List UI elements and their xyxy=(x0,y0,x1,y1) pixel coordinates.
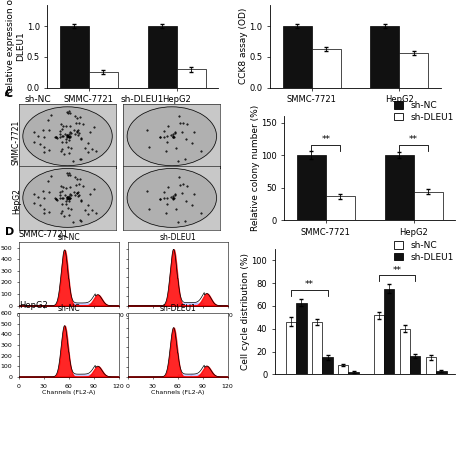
Circle shape xyxy=(127,107,217,166)
Bar xyxy=(297,155,326,220)
X-axis label: Channels (FL2-A): Channels (FL2-A) xyxy=(151,319,204,324)
Text: sh-NC: sh-NC xyxy=(25,95,51,104)
Bar xyxy=(338,365,348,374)
Bar xyxy=(414,192,443,220)
Text: **: ** xyxy=(305,281,314,290)
Title: sh-NC: sh-NC xyxy=(57,304,80,313)
Title: sh-DLEU1: sh-DLEU1 xyxy=(159,304,196,313)
Bar xyxy=(384,289,394,374)
Bar xyxy=(374,315,384,374)
Bar xyxy=(311,49,340,88)
Text: **: ** xyxy=(392,265,401,274)
Text: sh-DLEU1: sh-DLEU1 xyxy=(120,95,164,104)
Bar xyxy=(312,322,322,374)
Bar xyxy=(400,329,410,374)
X-axis label: Channels (FL2-A): Channels (FL2-A) xyxy=(151,390,204,395)
Title: sh-NC: sh-NC xyxy=(57,233,80,242)
Bar xyxy=(371,26,400,88)
Text: SMMC-7721: SMMC-7721 xyxy=(19,230,69,239)
Bar xyxy=(322,357,333,374)
Bar xyxy=(296,302,307,374)
Y-axis label: Cell cycle distribution (%): Cell cycle distribution (%) xyxy=(241,253,250,370)
Bar xyxy=(60,26,89,88)
Text: D: D xyxy=(5,227,14,237)
Title: sh-DLEU1: sh-DLEU1 xyxy=(159,233,196,242)
Bar xyxy=(326,196,355,220)
Text: SMMC-7721: SMMC-7721 xyxy=(12,119,21,165)
Bar xyxy=(283,26,311,88)
Text: HepG2: HepG2 xyxy=(12,189,21,214)
Y-axis label: Relative expression of
DLEU1: Relative expression of DLEU1 xyxy=(6,0,25,96)
Bar xyxy=(148,26,177,88)
Circle shape xyxy=(23,107,112,166)
Y-axis label: CCK8 assay (OD): CCK8 assay (OD) xyxy=(239,8,248,84)
Text: C: C xyxy=(5,89,13,99)
X-axis label: Channels (FL2-A): Channels (FL2-A) xyxy=(42,319,95,324)
X-axis label: Channels (FL2-A): Channels (FL2-A) xyxy=(42,390,95,395)
Circle shape xyxy=(127,168,217,228)
Bar xyxy=(177,69,206,88)
Text: **: ** xyxy=(409,135,418,144)
Legend: sh-NC, sh-DLEU1: sh-NC, sh-DLEU1 xyxy=(392,239,455,264)
Bar xyxy=(286,322,296,374)
Bar xyxy=(410,356,420,374)
Bar xyxy=(348,372,359,374)
Bar xyxy=(426,357,436,374)
Legend: sh-NC, sh-DLEU1: sh-NC, sh-DLEU1 xyxy=(392,100,455,124)
Text: **: ** xyxy=(321,135,330,144)
Bar xyxy=(436,371,447,374)
Bar xyxy=(89,73,118,88)
Bar xyxy=(385,155,414,220)
Y-axis label: Relative colony number (%): Relative colony number (%) xyxy=(251,105,260,231)
Bar xyxy=(400,53,428,88)
Circle shape xyxy=(23,168,112,228)
Text: HepG2: HepG2 xyxy=(19,301,48,310)
